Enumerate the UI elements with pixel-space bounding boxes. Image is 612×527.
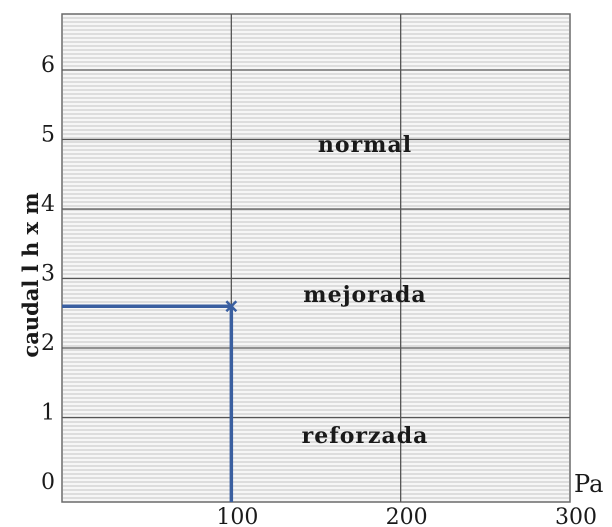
region-label: reforzada (302, 423, 429, 449)
y-tick-label: 3 (41, 262, 55, 287)
marker-lines (62, 300, 238, 502)
y-tick-label: 1 (41, 401, 55, 426)
region-labels: normal mejorada reforzada (302, 132, 429, 449)
x-tick-label: 100 (216, 505, 258, 527)
y-tick-label: 0 (41, 470, 55, 495)
y-tick-label: 5 (41, 123, 55, 148)
region-label: normal (318, 132, 412, 158)
hatch-lines (63, 17, 569, 499)
y-tick-label: 4 (41, 192, 55, 217)
grid-lines (62, 14, 570, 502)
y-tick-label: 6 (41, 53, 55, 78)
region-label: mejorada (303, 282, 426, 308)
marker-cross (225, 300, 238, 313)
y-tick-label: 2 (41, 331, 55, 356)
x-axis-unit: Pa (574, 470, 603, 498)
y-tick-labels: 0 1 2 3 4 5 6 (41, 53, 55, 495)
x-tick-label: 200 (386, 505, 428, 527)
y-axis-label: caudal l h x m (18, 192, 43, 357)
x-tick-label: 300 (555, 505, 597, 527)
x-tick-labels: 100 200 300 (216, 505, 597, 527)
